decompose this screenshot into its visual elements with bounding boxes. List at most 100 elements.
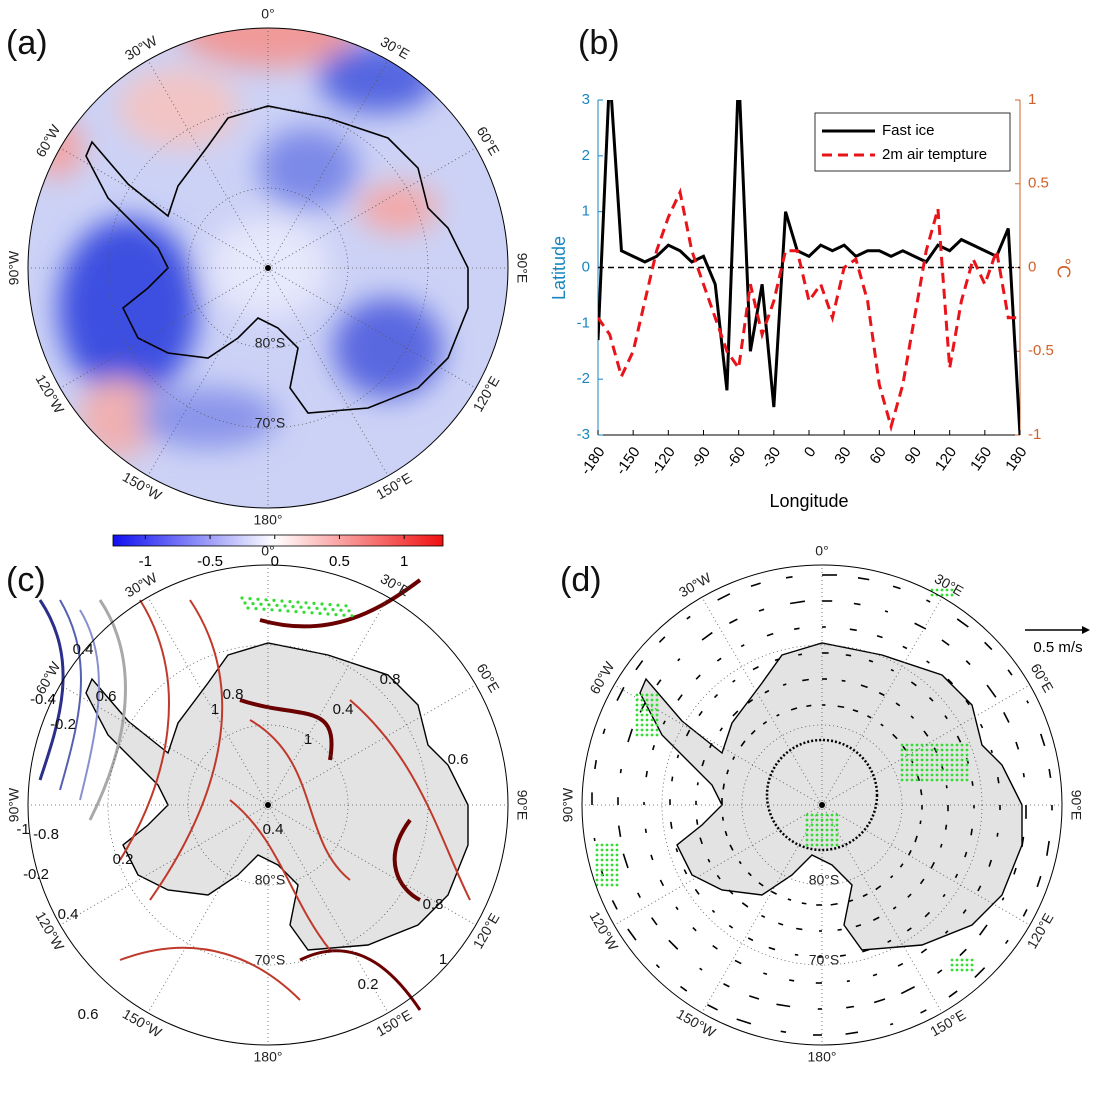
signif-dot xyxy=(278,608,282,613)
lon-label: 120°E xyxy=(469,910,502,951)
signif-dot xyxy=(259,602,263,606)
signif-dot xyxy=(920,773,924,777)
signif-dot xyxy=(905,778,909,782)
signif-dot xyxy=(955,748,959,752)
wind-arrow xyxy=(802,678,809,682)
signif-dot xyxy=(805,818,809,822)
colorbar-tick-label: -0.5 xyxy=(197,553,223,570)
wind-arrow xyxy=(875,885,882,891)
wind-arrow xyxy=(876,634,883,639)
wind-arrow xyxy=(758,882,764,887)
lon-line xyxy=(59,267,269,389)
signif-dot xyxy=(905,773,909,777)
signif-dot xyxy=(955,743,959,747)
signif-dot xyxy=(635,698,639,702)
wind-arrow xyxy=(845,654,852,657)
wind-arrow xyxy=(919,820,922,825)
wind-arrow xyxy=(884,610,889,613)
lon-label: 180° xyxy=(254,512,283,528)
scale-label: 0.5 m/s xyxy=(1033,639,1082,656)
signif-dot xyxy=(965,768,969,772)
contour-label: 0.8 xyxy=(223,686,244,703)
wind-arrow xyxy=(971,781,974,786)
signif-dot xyxy=(600,878,604,882)
wind-arrow xyxy=(839,954,846,957)
wind-arrow xyxy=(1046,840,1050,856)
signif-dot xyxy=(925,773,929,777)
signif-dot xyxy=(315,606,319,611)
contour-label: 0.6 xyxy=(448,751,469,768)
signif-dot xyxy=(920,763,924,767)
continent xyxy=(85,642,469,951)
signif-dot xyxy=(930,758,934,762)
wind-arrow xyxy=(910,715,915,719)
wind-arrow xyxy=(889,1022,894,1026)
x-tick-label: 60 xyxy=(866,444,889,467)
signif-dot xyxy=(910,758,914,762)
y2-axis-label: °C xyxy=(1053,258,1073,278)
y2-tick-label: 0.5 xyxy=(1028,175,1049,192)
signif-dot xyxy=(610,843,614,847)
wind-arrow xyxy=(928,696,934,702)
contour-label: 0.4 xyxy=(263,821,284,838)
signif-dot xyxy=(905,743,909,747)
wind-arrow xyxy=(984,641,993,651)
signif-dot xyxy=(600,883,604,887)
signif-dot xyxy=(945,743,949,747)
signif-dot xyxy=(955,778,959,782)
lon-label: 60°W xyxy=(32,658,63,696)
x-tick-label: -150 xyxy=(613,444,644,478)
signif-dot xyxy=(640,733,644,737)
signif-dot xyxy=(965,963,969,967)
signif-dot xyxy=(615,868,619,872)
contour-label: -0.2 xyxy=(23,866,49,883)
signif-dot xyxy=(640,703,644,707)
contour-label: 0.2 xyxy=(358,976,379,993)
y2-tick-label: 1 xyxy=(1028,91,1036,108)
lon-label: 150°E xyxy=(373,1006,414,1039)
signif-dot xyxy=(955,768,959,772)
wind-arrow xyxy=(728,924,734,929)
signif-dot xyxy=(900,768,904,772)
signif-dot xyxy=(595,853,599,857)
signif-dot xyxy=(320,602,324,606)
signif-dot xyxy=(940,758,944,762)
signif-dot xyxy=(610,863,614,867)
signif-dot xyxy=(805,823,809,827)
wind-arrow xyxy=(954,873,959,879)
lon-line xyxy=(267,596,389,806)
x-tick-label: 150 xyxy=(967,444,995,474)
wind-arrow xyxy=(878,692,885,697)
signif-dot xyxy=(825,838,829,842)
wind-arrow xyxy=(701,759,705,767)
wind-arrow xyxy=(761,914,766,918)
signif-dot xyxy=(935,588,939,592)
legend-label: Fast ice xyxy=(882,122,935,139)
signif-dot xyxy=(900,748,904,752)
signif-dot xyxy=(272,598,276,603)
signif-dot xyxy=(945,758,949,762)
wind-arrow xyxy=(750,729,756,735)
signif-dot xyxy=(615,883,619,887)
wind-arrow xyxy=(794,627,800,630)
contour-line xyxy=(239,698,334,761)
field-blob xyxy=(333,298,443,398)
contour-label: 0.2 xyxy=(113,851,134,868)
lon-line xyxy=(701,596,823,806)
signif-dot xyxy=(930,763,934,767)
signif-dot xyxy=(347,609,351,613)
lon-line xyxy=(267,147,477,269)
wind-arrow xyxy=(1021,836,1025,848)
wind-arrow xyxy=(675,848,679,853)
signif-dot xyxy=(950,768,954,772)
signif-dot xyxy=(955,963,959,967)
x-tick-label: 120 xyxy=(932,444,960,474)
signif-dot xyxy=(650,693,654,697)
colorbar-tick-label: 0.5 xyxy=(329,553,350,570)
signif-dot xyxy=(910,773,914,777)
x-tick-label: 0 xyxy=(801,444,820,461)
x-tick-label: -180 xyxy=(577,444,608,478)
signif-dot xyxy=(970,968,974,972)
y2-tick-label: -0.5 xyxy=(1028,342,1054,359)
signif-dot xyxy=(304,601,308,605)
